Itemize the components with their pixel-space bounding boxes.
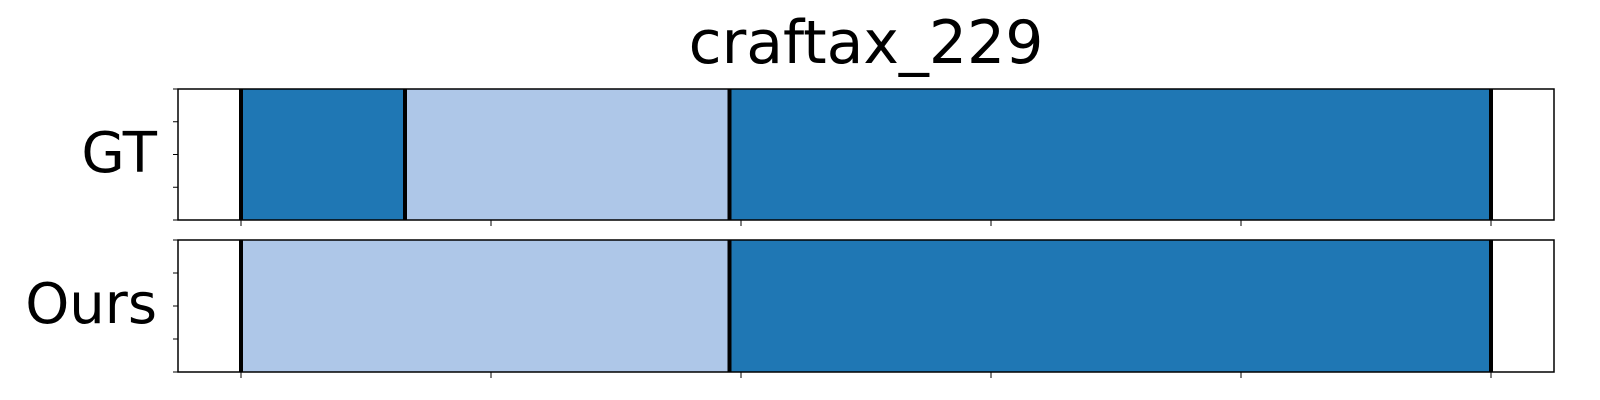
segment-ours-0	[241, 240, 730, 372]
segment-gt-1	[405, 89, 730, 220]
row-label-gt: GT	[81, 121, 157, 186]
chart-title: craftax_229	[688, 8, 1044, 78]
row-label-ours: Ours	[25, 272, 157, 337]
segment-gt-2	[729, 89, 1491, 220]
segment-ours-1	[729, 240, 1491, 372]
panel-frame-ours	[177, 239, 1555, 373]
panel-frame-gt	[177, 88, 1555, 221]
segment-gt-0	[241, 89, 405, 220]
